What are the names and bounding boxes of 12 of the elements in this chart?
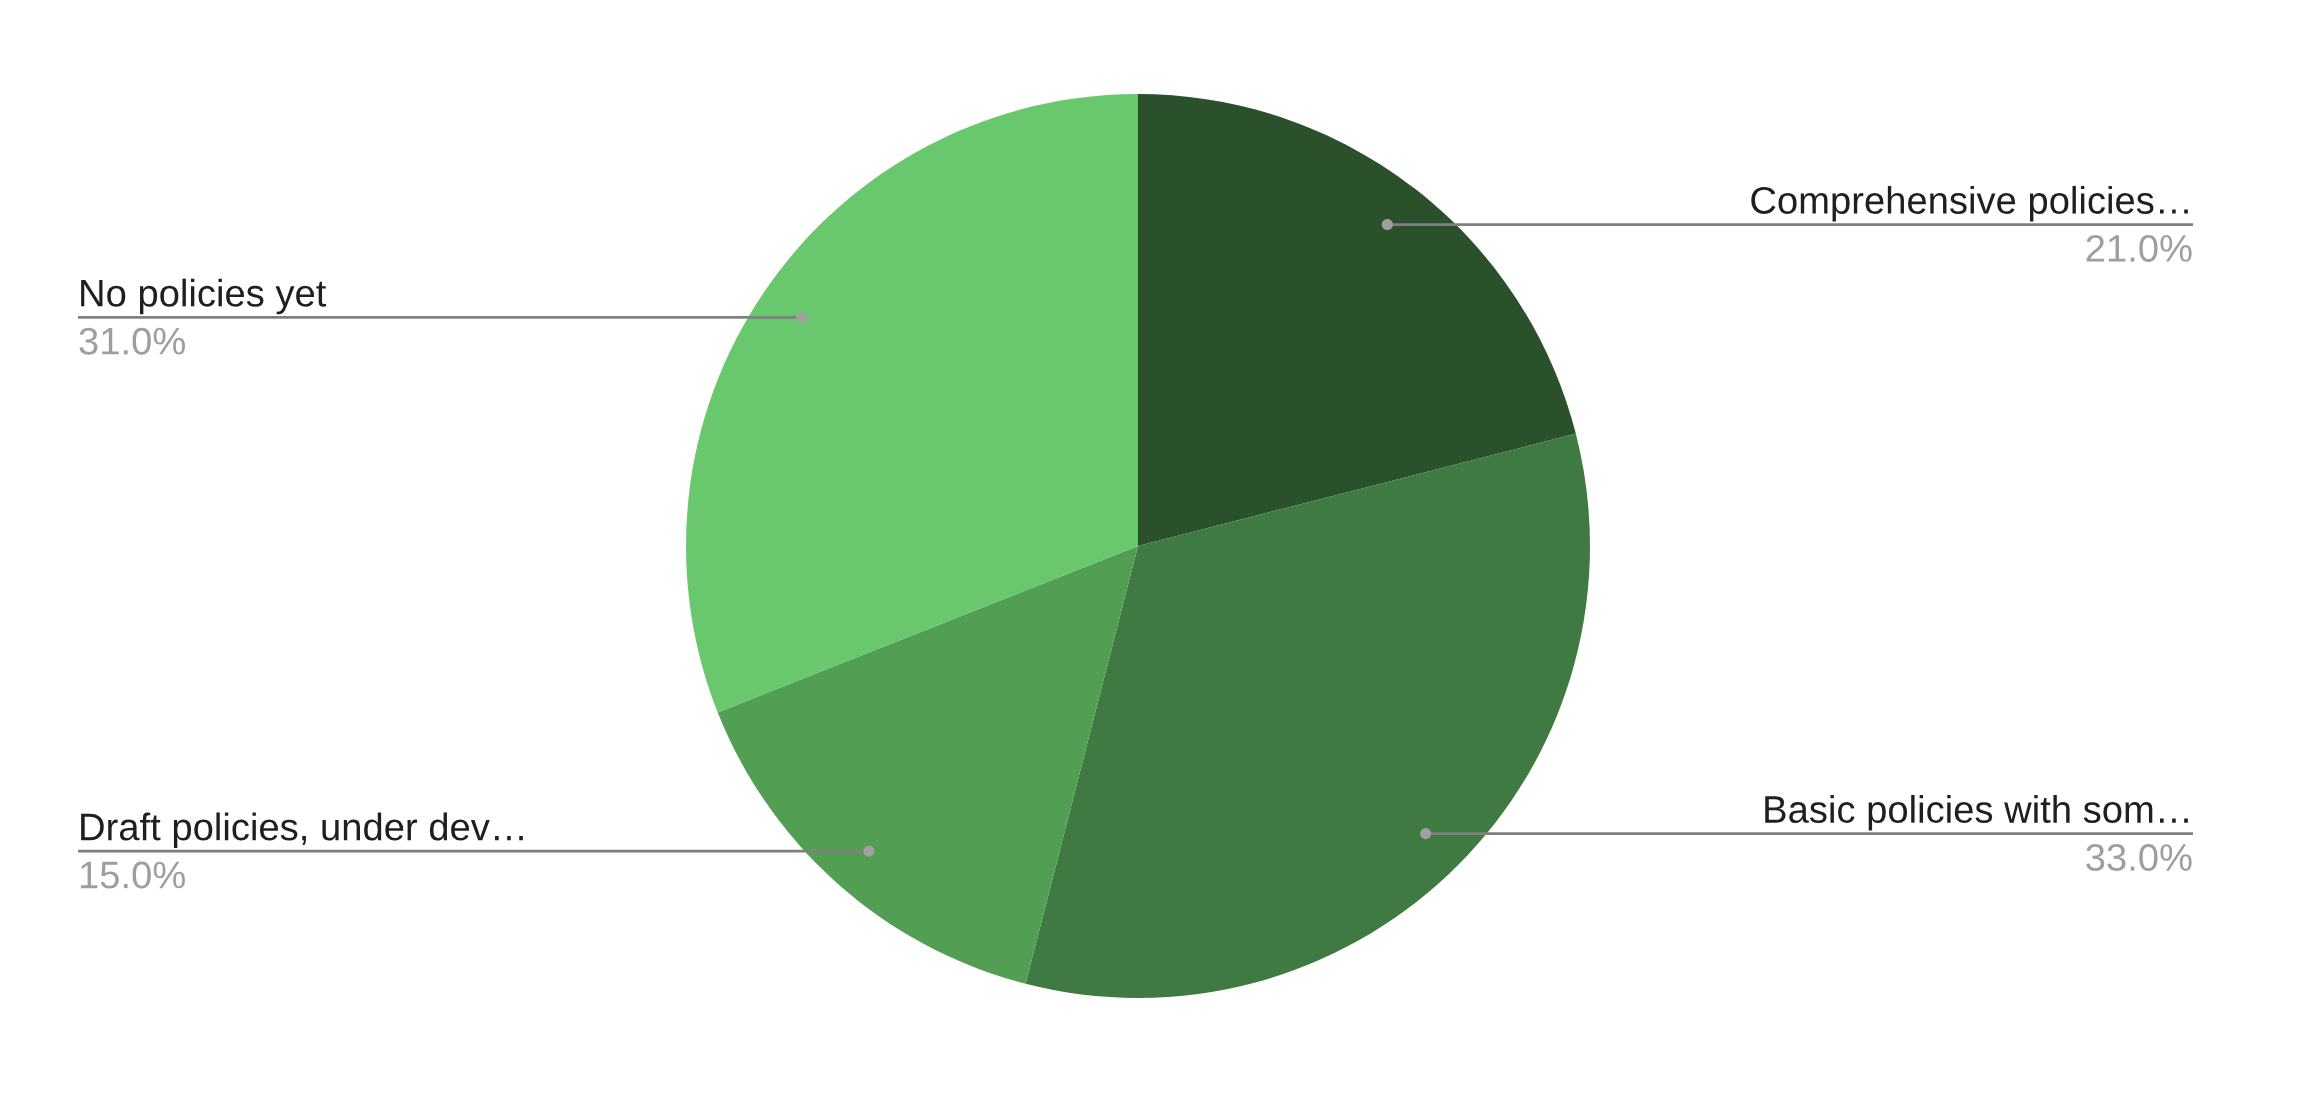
- data-label: 33.0%: [2086, 843, 2192, 872]
- slice-label: No policies yet: [81, 278, 327, 315]
- slice-label: Draft policies, under dev…: [81, 812, 523, 849]
- pie-slice: [1025, 433, 1590, 998]
- slice-label: Basic policies with som…: [1765, 794, 2188, 831]
- slice-label: Comprehensive policies…: [1751, 185, 2188, 222]
- pie-slice: [686, 94, 1138, 713]
- data-label: 21.0%: [2086, 234, 2192, 262]
- pie-slice: [717, 546, 1138, 984]
- data-label: 31.0%: [79, 327, 185, 355]
- pie-slice: [1138, 94, 1576, 546]
- data-label: 15.0%: [80, 861, 185, 889]
